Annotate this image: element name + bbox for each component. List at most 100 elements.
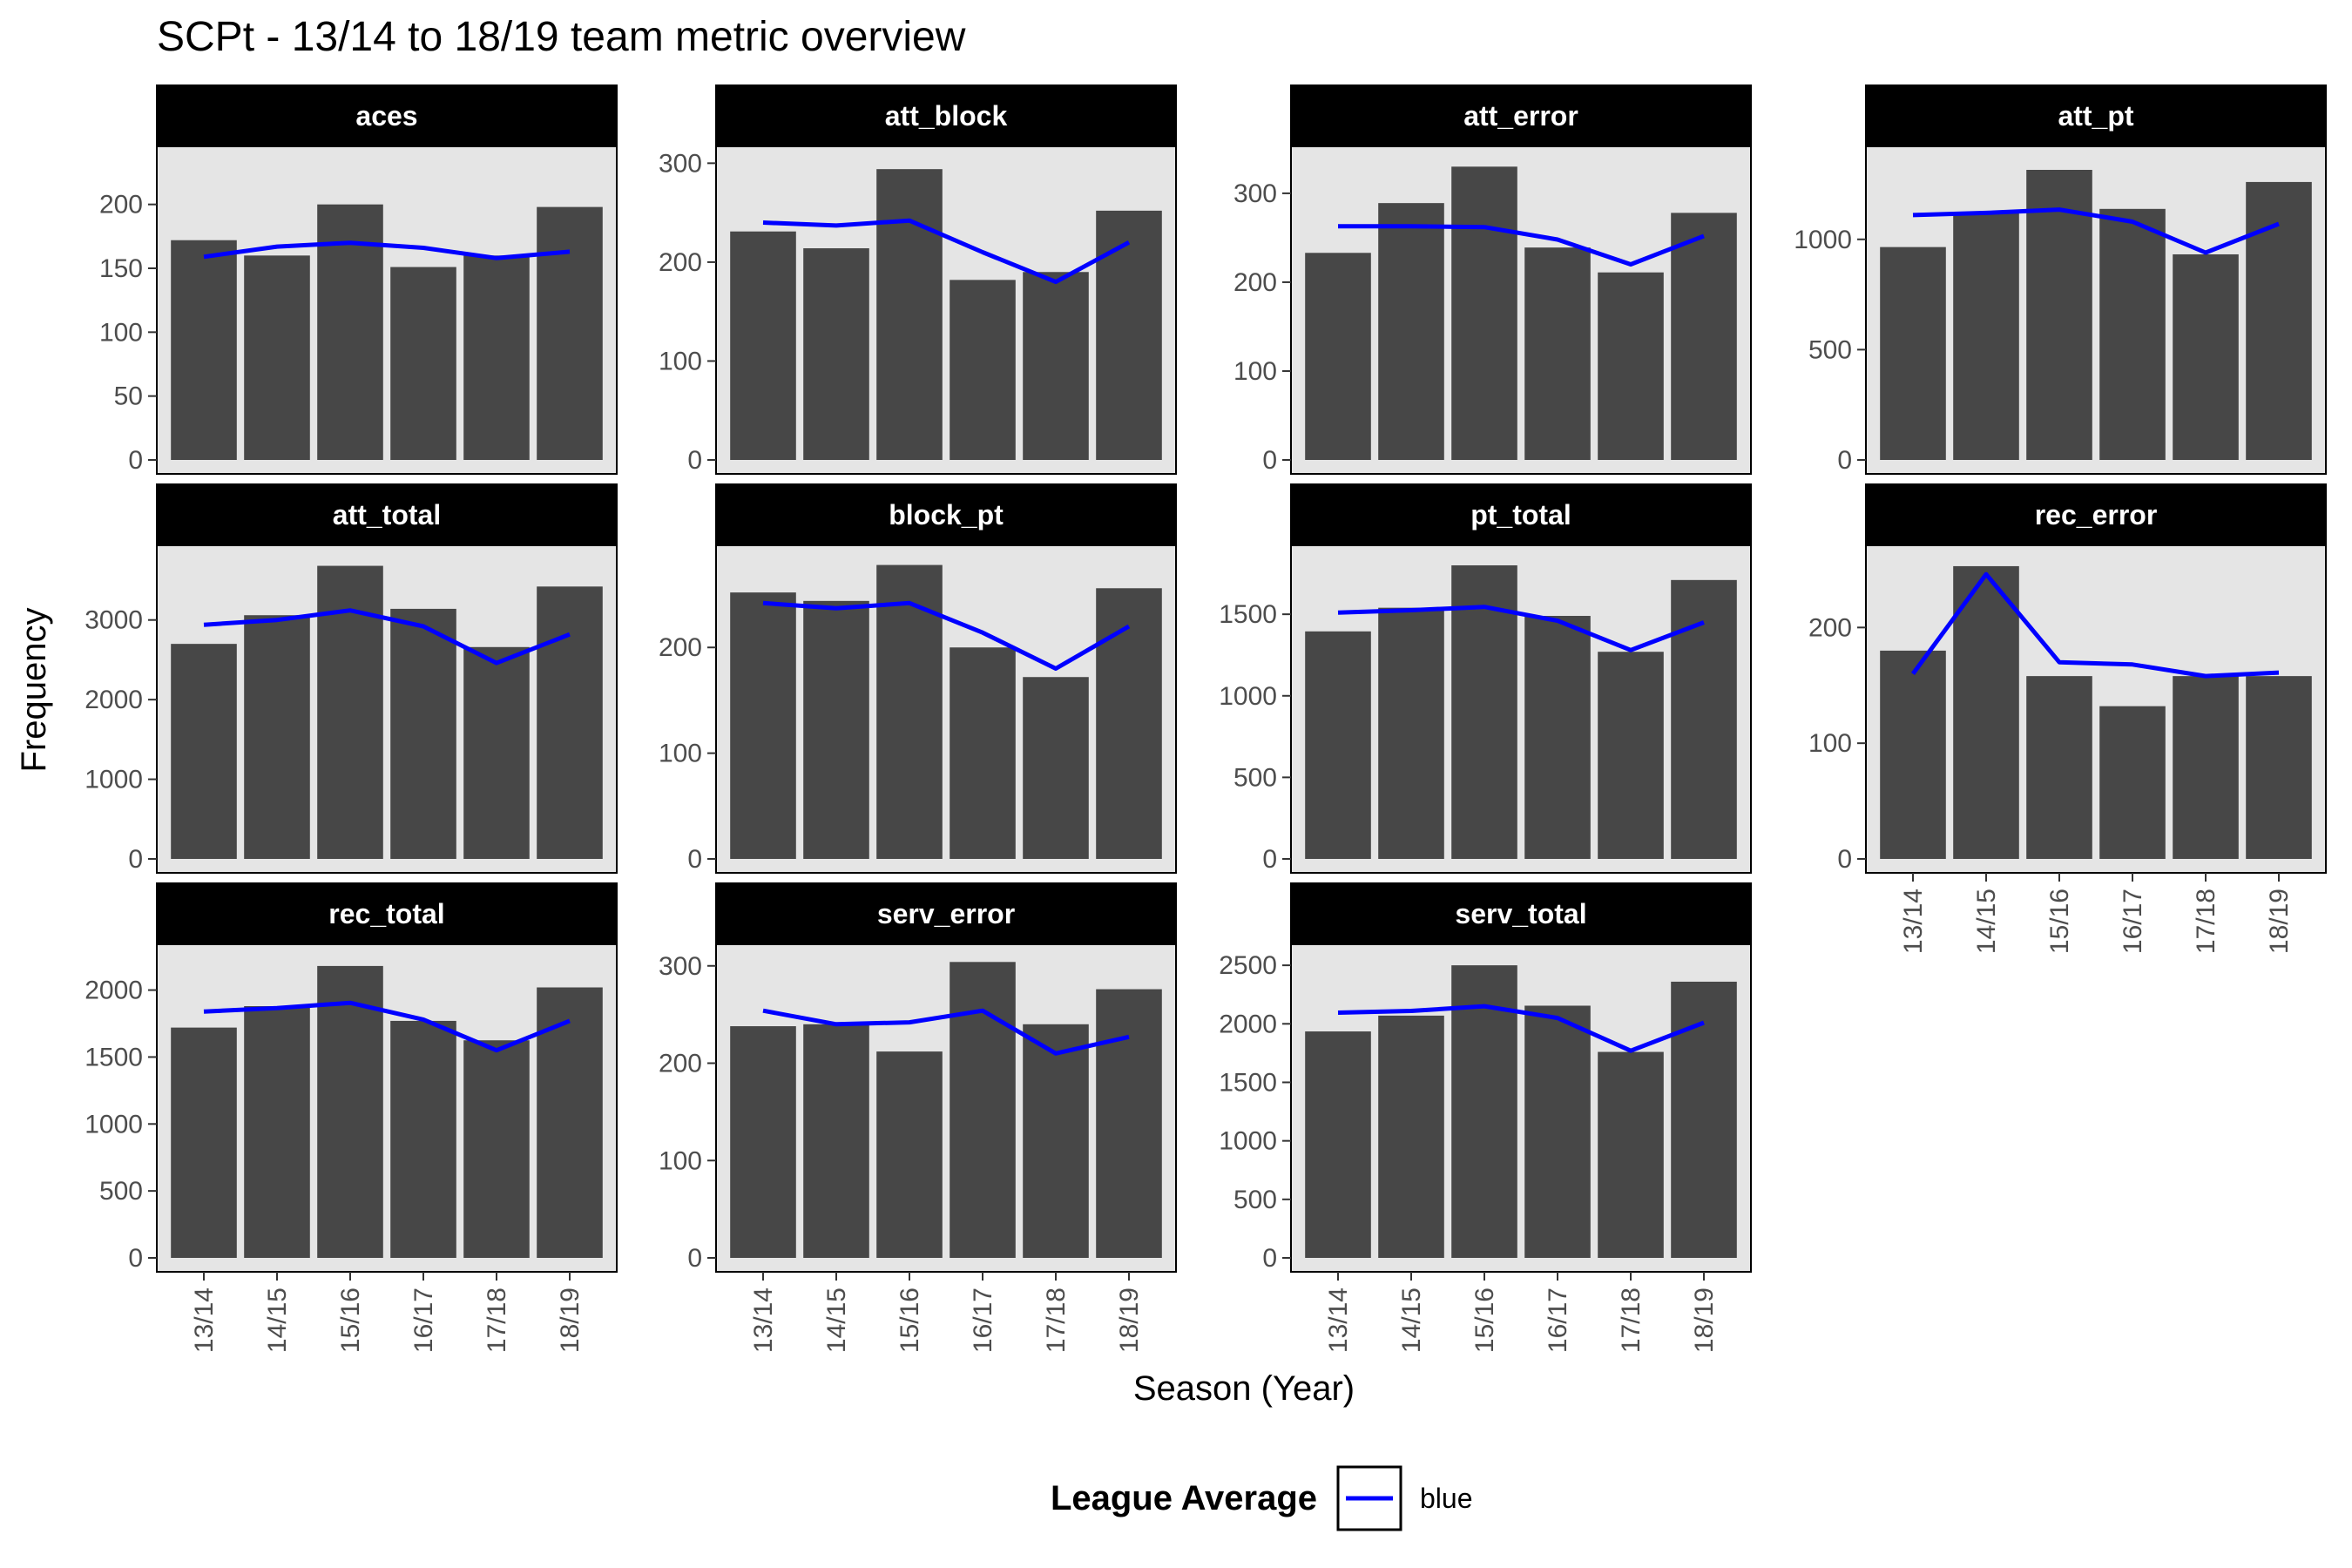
league-average-line bbox=[1912, 207, 2280, 255]
bar bbox=[1598, 272, 1664, 460]
facet-rec_total: rec_total 0 500 1000 1500 2000 13/14 14/15 15/16… bbox=[84, 882, 618, 1353]
bar bbox=[1953, 213, 2019, 461]
bar bbox=[1096, 210, 1162, 460]
y-tick-label: 200 bbox=[99, 191, 143, 220]
x-tick-label: 14/15 bbox=[1972, 889, 2001, 954]
x-tick-label: 15/16 bbox=[2045, 889, 2074, 954]
bar bbox=[1953, 565, 2019, 859]
league-average-line bbox=[203, 1000, 571, 1053]
facet-rec_error: rec_error 0 100 200 13/14 14/15 15/16 16/17 17/1… bbox=[1808, 483, 2327, 954]
chart-title: SCPt - 13/14 to 18/19 team metric overvi… bbox=[157, 14, 966, 60]
bar bbox=[1451, 965, 1517, 1258]
y-tick-label: 1000 bbox=[84, 766, 143, 794]
bar bbox=[1524, 1005, 1591, 1258]
bar bbox=[803, 600, 869, 859]
bar bbox=[1671, 981, 1737, 1258]
bar bbox=[171, 644, 237, 859]
facet-strip bbox=[1290, 882, 1752, 945]
legend: League Average blue bbox=[1051, 1465, 1473, 1531]
facet-strip bbox=[715, 882, 1177, 945]
y-tick-label: 0 bbox=[1837, 446, 1852, 475]
y-tick-label: 2000 bbox=[84, 686, 143, 714]
bar bbox=[1305, 253, 1371, 460]
bar bbox=[803, 248, 869, 460]
league-average-line bbox=[203, 608, 571, 666]
bar bbox=[1023, 1024, 1089, 1258]
x-tick-label: 13/14 bbox=[1899, 889, 1928, 954]
x-tick-label: 13/14 bbox=[749, 1288, 778, 1353]
bar bbox=[171, 1027, 237, 1258]
bar bbox=[1023, 677, 1089, 859]
bar bbox=[2099, 706, 2166, 859]
y-tick-label: 2000 bbox=[1219, 1010, 1277, 1038]
y-tick-label: 200 bbox=[659, 248, 702, 277]
x-tick-label: 16/17 bbox=[1544, 1288, 1572, 1353]
legend-label: blue bbox=[1420, 1483, 1473, 1514]
facet-strip bbox=[1865, 483, 2327, 546]
league-average-line bbox=[1337, 1004, 1705, 1053]
bar bbox=[390, 267, 456, 460]
facet-aces: aces 0 50 100 150 200 bbox=[99, 84, 618, 475]
facet-strip bbox=[715, 483, 1177, 546]
bar bbox=[2173, 253, 2239, 460]
bar bbox=[1096, 588, 1162, 859]
bar bbox=[1598, 652, 1664, 859]
x-tick-label: 13/14 bbox=[190, 1288, 219, 1353]
y-tick-label: 1500 bbox=[1219, 1068, 1277, 1097]
bar bbox=[950, 962, 1016, 1258]
x-tick-label: 18/19 bbox=[1690, 1288, 1719, 1353]
y-tick-label: 200 bbox=[659, 633, 702, 662]
facet-strip-label: rec_total bbox=[328, 898, 444, 929]
facet-strip-label: block_pt bbox=[889, 499, 1004, 531]
bar bbox=[1451, 166, 1517, 460]
league-average-line bbox=[203, 240, 571, 260]
bar bbox=[244, 255, 310, 460]
y-tick-label: 100 bbox=[99, 318, 143, 347]
bar bbox=[537, 586, 603, 859]
x-tick-label: 18/19 bbox=[556, 1288, 585, 1353]
y-tick-label: 150 bbox=[99, 254, 143, 283]
bar bbox=[317, 204, 383, 460]
bar bbox=[1598, 1051, 1664, 1258]
y-tick-label: 500 bbox=[1808, 335, 1852, 364]
legend-title: League Average bbox=[1051, 1479, 1317, 1517]
bar bbox=[1378, 607, 1444, 859]
bar bbox=[537, 987, 603, 1258]
bar bbox=[876, 1051, 943, 1258]
facet-strip-label: att_block bbox=[885, 100, 1008, 132]
y-tick-label: 1000 bbox=[1219, 682, 1277, 711]
bar bbox=[537, 206, 603, 460]
bar bbox=[317, 965, 383, 1258]
x-tick-label: 16/17 bbox=[969, 1288, 997, 1353]
bar bbox=[1524, 247, 1591, 460]
bar bbox=[876, 564, 943, 859]
x-axis-title: Season (Year) bbox=[1133, 1369, 1355, 1408]
x-tick-label: 18/19 bbox=[1115, 1288, 1144, 1353]
y-tick-label: 0 bbox=[687, 1244, 702, 1273]
y-axis-title: Frequency bbox=[15, 608, 53, 773]
facet-strip bbox=[1865, 84, 2327, 147]
y-tick-label: 300 bbox=[1233, 179, 1277, 208]
facet-serv_total: serv_total 0 500 1000 1500 2000 2500 13/14 14/15… bbox=[1219, 882, 1752, 1353]
bar bbox=[1671, 579, 1737, 859]
facet-strip bbox=[1290, 84, 1752, 147]
league-average-line bbox=[1337, 605, 1705, 652]
bar bbox=[244, 1006, 310, 1258]
facet-strip-label: rec_error bbox=[2035, 499, 2158, 531]
bar bbox=[876, 169, 943, 461]
x-tick-label: 18/19 bbox=[2265, 889, 2294, 954]
x-tick-label: 13/14 bbox=[1324, 1288, 1353, 1353]
y-tick-label: 0 bbox=[1262, 446, 1277, 475]
bar bbox=[730, 231, 796, 460]
y-tick-label: 0 bbox=[1262, 845, 1277, 874]
facet-att_total: att_total 0 1000 2000 3000 bbox=[84, 483, 618, 874]
x-tick-label: 17/18 bbox=[1042, 1288, 1071, 1353]
league-average-line bbox=[762, 600, 1131, 671]
bar bbox=[2173, 676, 2239, 859]
bar bbox=[2246, 676, 2312, 859]
y-tick-label: 100 bbox=[1808, 729, 1852, 758]
facet-pt_total: pt_total 0 500 1000 1500 bbox=[1219, 483, 1752, 874]
y-tick-label: 0 bbox=[687, 845, 702, 874]
bar bbox=[463, 1040, 530, 1258]
